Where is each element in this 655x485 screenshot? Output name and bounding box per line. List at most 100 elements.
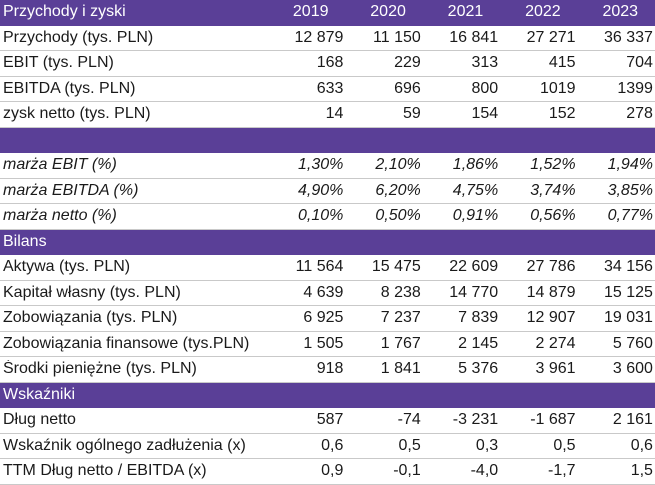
cell: 2 274: [535, 334, 576, 352]
cell: 1019: [539, 79, 576, 97]
cell: 15 475: [371, 258, 421, 276]
table-row: zysk netto (tys. PLN) 14 59 154 152 278: [0, 102, 655, 128]
cell: 1,86%: [452, 156, 499, 174]
cell: 3 961: [535, 360, 576, 378]
table-row: marża EBIT (%) 1,30% 2,10% 1,86% 1,52% 1…: [0, 153, 655, 179]
cell: 3,74%: [530, 181, 576, 199]
cell: 229: [394, 54, 421, 72]
cell: 5 760: [612, 334, 653, 352]
cell: 152: [548, 105, 576, 123]
table-row: Zobowiązania (tys. PLN) 6 925 7 237 7 83…: [0, 306, 655, 332]
row-label: EBITDA (tys. PLN): [3, 79, 136, 97]
row-label: Środki pieniężne (tys. PLN): [3, 360, 197, 378]
cell: 19 031: [604, 309, 653, 327]
table-row: EBIT (tys. PLN) 168 229 313 415 704: [0, 51, 655, 77]
table-row: Zobowiązania finansowe (tys.PLN) 1 505 1…: [0, 332, 655, 357]
cell: 587: [316, 411, 344, 429]
row-label: Wskaźnik ogólnego zadłużenia (x): [3, 436, 246, 454]
row-label: Dług netto: [3, 411, 76, 429]
cell: -4,0: [470, 462, 499, 480]
table-row: EBITDA (tys. PLN) 633 696 800 1019 1399: [0, 77, 655, 102]
cell: 14 770: [449, 283, 499, 301]
cell: 0,50%: [375, 207, 421, 225]
row-label: Zobowiązania finansowe (tys.PLN): [3, 334, 250, 352]
cell: 0,6: [321, 436, 344, 454]
row-label: Przychody (tys. PLN): [3, 28, 154, 46]
year-2023: 2023: [602, 3, 639, 21]
row-label: marża netto (%): [3, 207, 117, 225]
cell: 1 767: [380, 334, 421, 352]
cell: 3 600: [612, 360, 653, 378]
cell: 0,6: [630, 436, 653, 454]
table-row: Dług netto 587 -74 -3 231 -1 687 2 161: [0, 408, 655, 434]
cell: 4,90%: [298, 181, 344, 199]
cell: -1,7: [547, 462, 576, 480]
table-row: Środki pieniężne (tys. PLN) 918 1 841 5 …: [0, 357, 655, 383]
cell: 6 925: [303, 309, 344, 327]
cell: 2 145: [458, 334, 499, 352]
row-label: zysk netto (tys. PLN): [3, 105, 151, 123]
cell: 800: [471, 79, 499, 97]
table-row: Wskaźnik ogólnego zadłużenia (x) 0,6 0,5…: [0, 434, 655, 459]
year-2021: 2021: [447, 3, 484, 21]
section-title: Bilans: [3, 232, 47, 250]
cell: 633: [316, 79, 344, 97]
row-label: Kapitał własny (tys. PLN): [3, 283, 181, 301]
cell: 11 564: [295, 258, 344, 276]
cell: 168: [316, 54, 344, 72]
year-2020: 2020: [370, 3, 406, 21]
cell: 1,30%: [298, 156, 344, 174]
cell: 0,56%: [530, 207, 576, 225]
cell: 0,5: [553, 436, 576, 454]
row-label: marża EBIT (%): [3, 156, 117, 174]
header-title: Przychody i zyski: [3, 3, 126, 21]
cell: 0,77%: [607, 207, 653, 225]
cell: 0,91%: [452, 207, 499, 225]
cell: 12 879: [294, 28, 344, 46]
cell: 22 609: [449, 258, 499, 276]
section-header-bilans: Bilans: [0, 229, 655, 255]
cell: 3,85%: [607, 181, 653, 199]
cell: 1,52%: [530, 156, 576, 174]
table-row: Kapitał własny (tys. PLN) 4 639 8 238 14…: [0, 281, 655, 306]
cell: 1 841: [380, 360, 421, 378]
row-label: Zobowiązania (tys. PLN): [3, 309, 178, 327]
cell: 1399: [617, 79, 653, 97]
cell: 0,10%: [298, 207, 344, 225]
table-row: Przychody (tys. PLN) 12 879 11 150 16 84…: [0, 26, 655, 51]
cell: 27 271: [526, 28, 576, 46]
section-header-wskazniki: Wskaźniki: [0, 382, 655, 408]
row-label: marża EBITDA (%): [3, 181, 139, 199]
cell: 278: [626, 105, 653, 123]
cell: 15 125: [604, 283, 653, 301]
cell: 2,10%: [375, 156, 421, 174]
cell: 7 237: [380, 309, 421, 327]
cell: 1,5: [630, 462, 653, 480]
cell: 0,9: [321, 462, 344, 480]
cell: 4 639: [303, 283, 344, 301]
cell: 2 161: [612, 411, 653, 429]
table-row: marża EBITDA (%) 4,90% 6,20% 4,75% 3,74%…: [0, 179, 655, 204]
cell: 918: [316, 360, 344, 378]
cell: -1 687: [530, 411, 576, 429]
cell: 14 879: [526, 283, 576, 301]
cell: 14: [325, 105, 344, 123]
cell: 154: [471, 105, 499, 123]
cell: 0,5: [398, 436, 421, 454]
cell: 8 238: [380, 283, 421, 301]
row-label: EBIT (tys. PLN): [3, 54, 114, 72]
header-row: Przychody i zyski 2019 2020 2021 2022 20…: [0, 0, 655, 26]
year-2022: 2022: [525, 3, 561, 21]
cell: 704: [626, 54, 653, 72]
cell: 415: [548, 54, 576, 72]
cell: 16 841: [449, 28, 499, 46]
cell: 59: [402, 105, 421, 123]
cell: 4,75%: [452, 181, 499, 199]
cell: 696: [394, 79, 421, 97]
cell: -0,1: [393, 462, 421, 480]
section-divider-band: [0, 127, 655, 153]
cell: 7 839: [458, 309, 499, 327]
cell: 313: [471, 54, 499, 72]
cell: 27 786: [526, 258, 576, 276]
